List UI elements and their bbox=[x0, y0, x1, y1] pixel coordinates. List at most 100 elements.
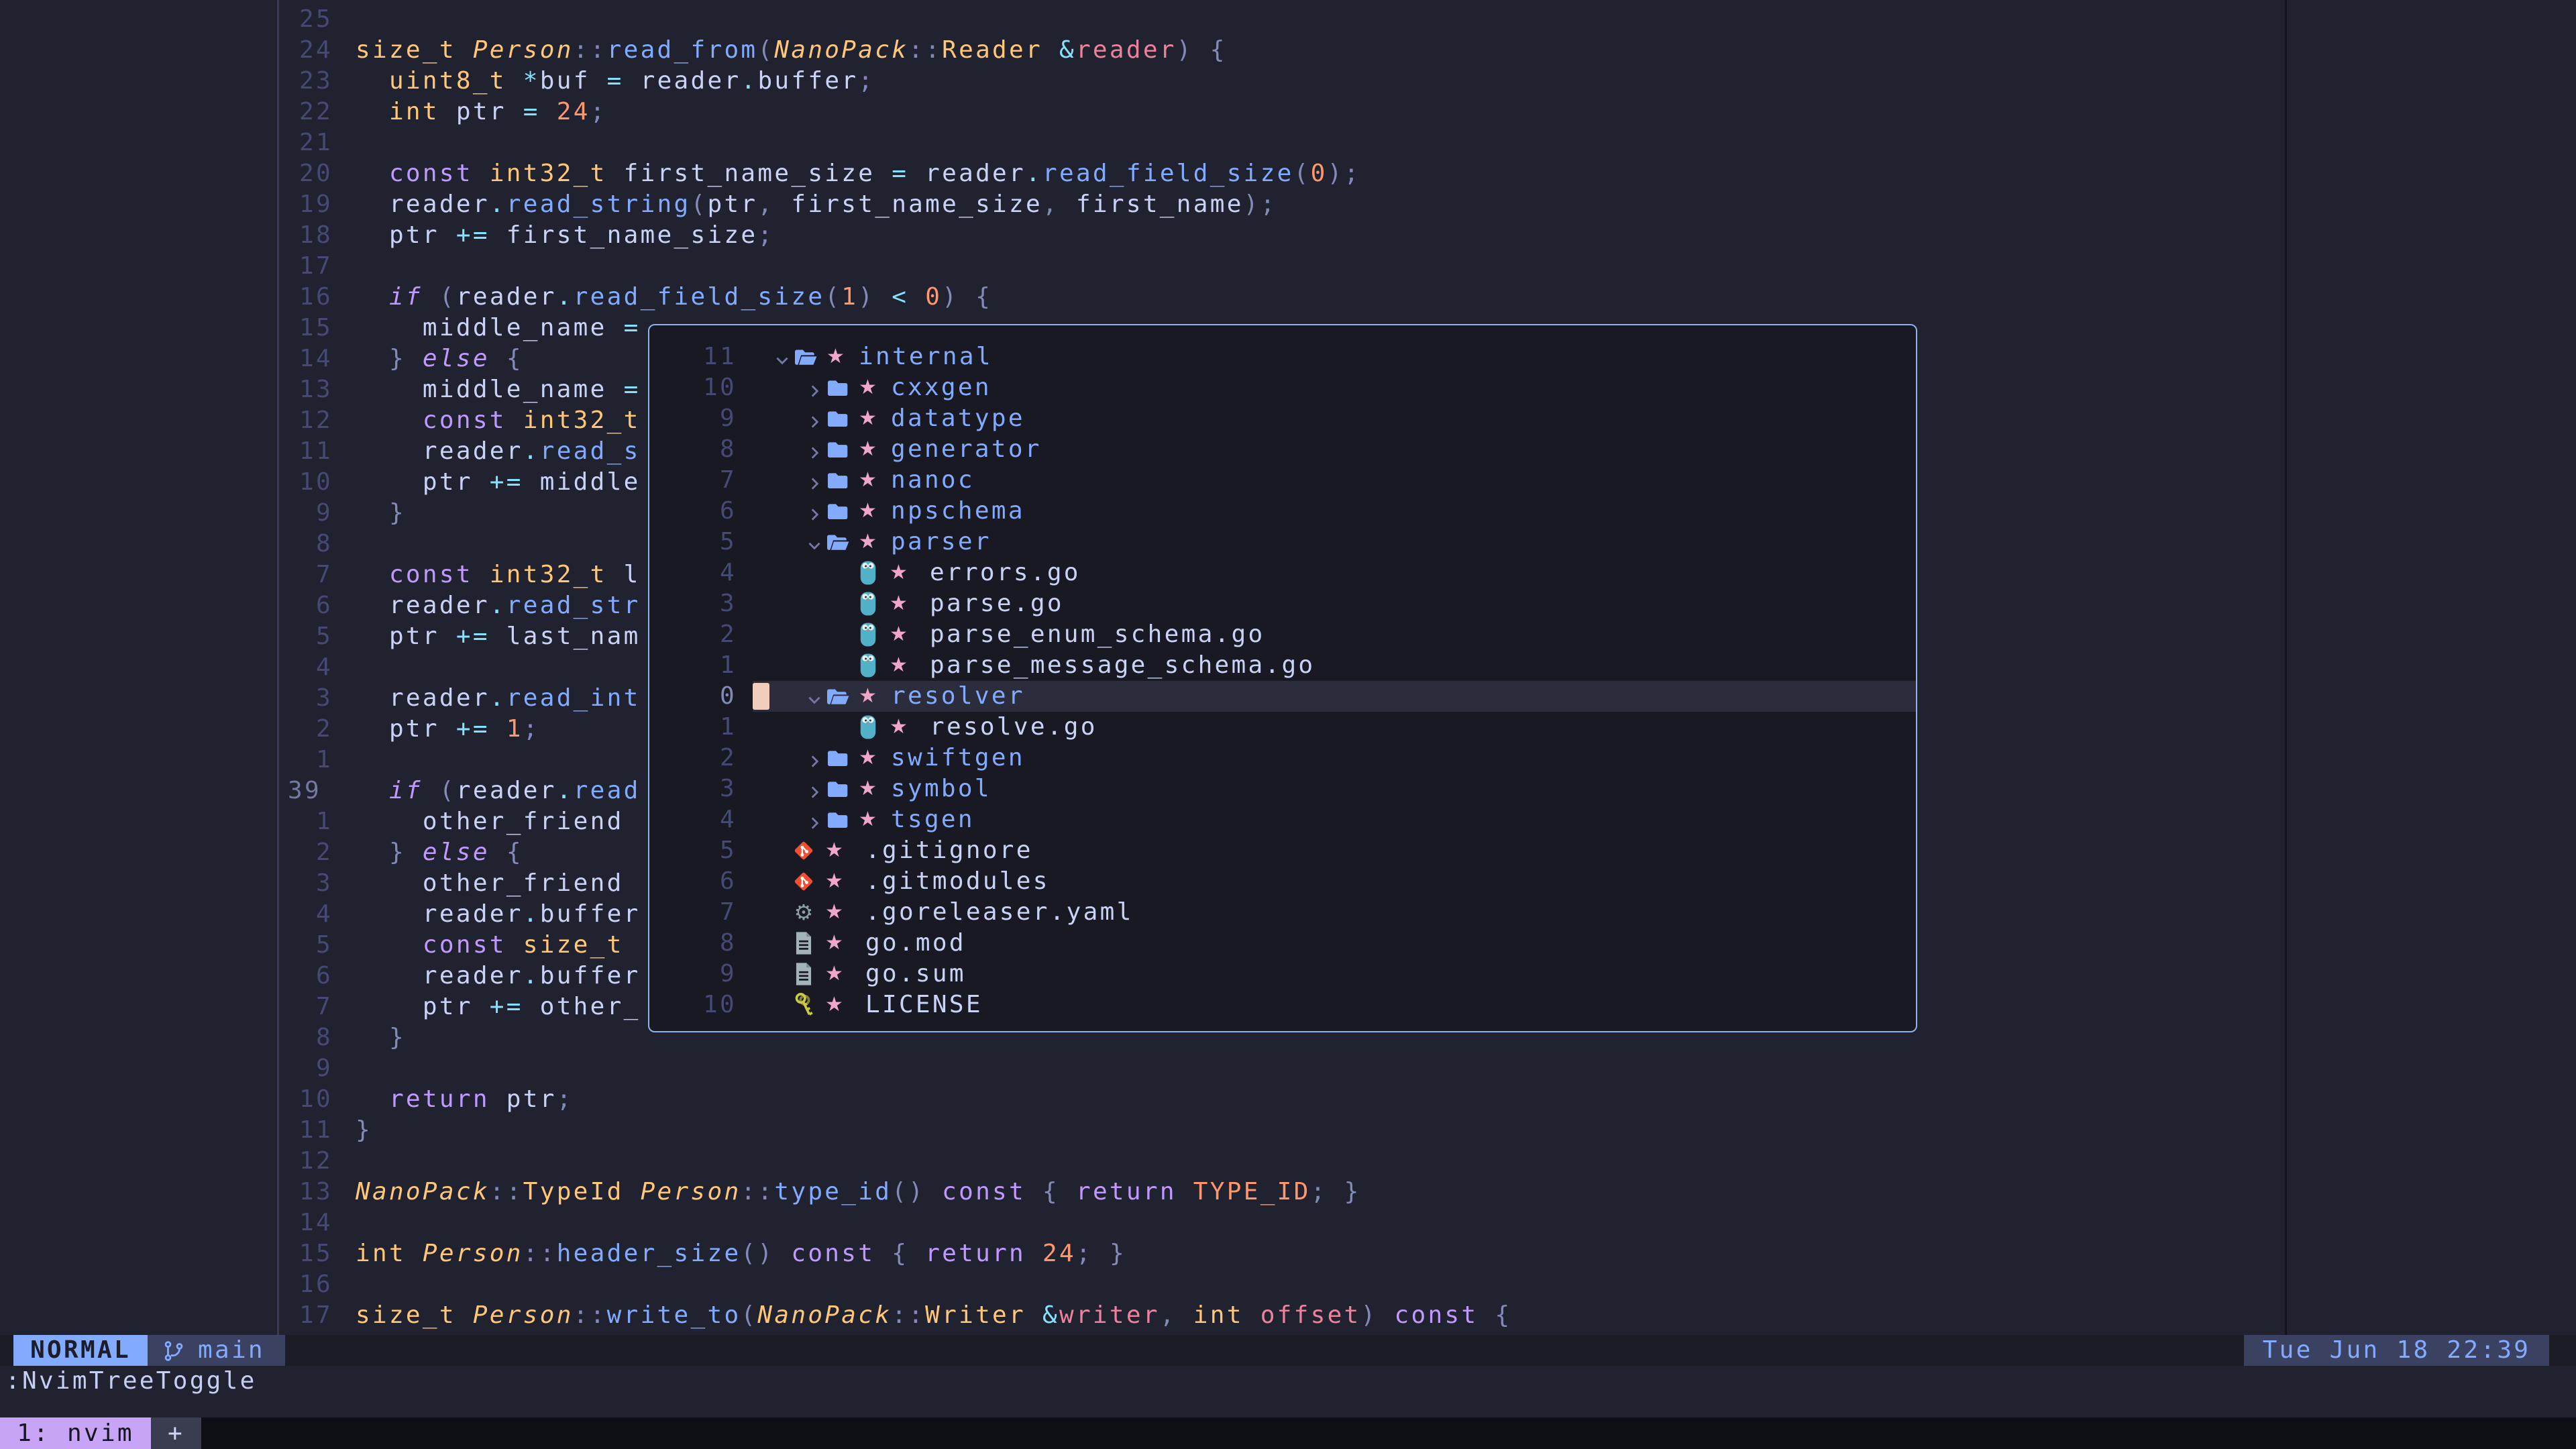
code-line[interactable]: 3 other_friend bbox=[279, 868, 2285, 899]
code-line[interactable]: 11 reader.read_s bbox=[279, 436, 2285, 467]
code-line[interactable]: 1 other_friend bbox=[279, 806, 2285, 837]
tree-item-.goreleaser.yaml[interactable]: 7 ⚙ ★ .goreleaser.yaml bbox=[649, 897, 1916, 928]
tmux-status-bar: 1: nvim + bbox=[0, 1417, 2576, 1449]
tree-item-parse_enum_schema.go[interactable]: 2 ★ parse_enum_schema.go bbox=[649, 619, 1916, 650]
line-number: 6 bbox=[316, 962, 333, 989]
command-line[interactable]: :NvimTreeToggle bbox=[5, 1367, 257, 1395]
code-text: reader.read_s bbox=[356, 437, 641, 465]
folder-icon bbox=[828, 812, 848, 828]
code-line[interactable]: 9 bbox=[279, 1053, 2285, 1084]
code-line[interactable]: 19 reader.read_string(ptr, first_name_si… bbox=[279, 189, 2285, 220]
code-line[interactable]: 25 bbox=[279, 4, 2285, 35]
code-line[interactable]: 7 const int32_t l bbox=[279, 559, 2285, 590]
code-line[interactable]: 2 } else { bbox=[279, 837, 2285, 868]
tmux-plus-tab[interactable]: + bbox=[151, 1417, 201, 1449]
code-line[interactable]: 16 bbox=[279, 1269, 2285, 1300]
code-line[interactable]: 21 bbox=[279, 127, 2285, 158]
code-line[interactable]: 9 } bbox=[279, 498, 2285, 529]
tree-line-number: 2 bbox=[720, 744, 737, 771]
tree-item-generator[interactable]: 8 ★ generator bbox=[649, 434, 1916, 465]
tree-item-parse_message_schema.go[interactable]: 1 ★ parse_message_schema.go bbox=[649, 650, 1916, 681]
line-number: 14 bbox=[299, 1209, 333, 1236]
code-line[interactable]: 1 bbox=[279, 745, 2285, 775]
tree-item-npschema[interactable]: 6 ★ npschema bbox=[649, 496, 1916, 527]
code-line[interactable]: 18 ptr += first_name_size; bbox=[279, 220, 2285, 251]
tree-item-datatype[interactable]: 9 ★ datatype bbox=[649, 403, 1916, 434]
code-text: other_friend bbox=[356, 869, 624, 897]
code-line[interactable]: 6 reader.read_str bbox=[279, 590, 2285, 621]
tree-item-internal[interactable]: 11 ★ internal bbox=[649, 341, 1916, 372]
line-number: 25 bbox=[299, 5, 333, 33]
code-line[interactable]: 10 return ptr; bbox=[279, 1084, 2285, 1115]
code-line[interactable]: 5 const size_t bbox=[279, 930, 2285, 961]
code-line[interactable]: 8 } bbox=[279, 1022, 2285, 1053]
tree-item-.gitignore[interactable]: 5 ★ .gitignore bbox=[649, 835, 1916, 866]
code-line[interactable]: 39 if (reader.read bbox=[279, 775, 2285, 806]
code-line[interactable]: 16 if (reader.read_field_size(1) < 0) { bbox=[279, 282, 2285, 313]
tree-item-symbol[interactable]: 3 ★ symbol bbox=[649, 773, 1916, 804]
line-number: 2 bbox=[316, 839, 333, 866]
code-line[interactable]: 3 reader.read_int bbox=[279, 683, 2285, 714]
code-line[interactable]: 11} bbox=[279, 1115, 2285, 1146]
code-line[interactable]: 23 uint8_t *buf = reader.buffer; bbox=[279, 66, 2285, 97]
code-text: reader.buffer bbox=[356, 900, 641, 928]
tree-item-parse.go[interactable]: 3 ★ parse.go bbox=[649, 588, 1916, 619]
tmux-window-tab[interactable]: 1: nvim bbox=[0, 1417, 151, 1449]
code-line[interactable]: 2 ptr += 1; bbox=[279, 714, 2285, 745]
git-file-icon bbox=[794, 872, 813, 891]
nvimtree-float-window[interactable]: 11 ★ internal 10 ★ cxxgen 9 ★ datatype 8 ★ generato… bbox=[648, 324, 1917, 1032]
tree-item-resolver[interactable]: 0 ★ resolver bbox=[649, 681, 1916, 712]
code-line[interactable]: 6 reader.buffer bbox=[279, 961, 2285, 991]
code-line[interactable]: 12 const int32_t bbox=[279, 405, 2285, 436]
code-text: int ptr = 24; bbox=[388, 98, 607, 125]
code-line[interactable]: 4 bbox=[279, 652, 2285, 683]
code-line[interactable]: 14 } else { bbox=[279, 343, 2285, 374]
tree-item-.gitmodules[interactable]: 6 ★ .gitmodules bbox=[649, 866, 1916, 897]
tree-item-errors.go[interactable]: 4 ★ errors.go bbox=[649, 557, 1916, 588]
tree-item-label: parser bbox=[891, 528, 991, 555]
bookmark-star-icon: ★ bbox=[825, 900, 843, 924]
tree-item-tsgen[interactable]: 4 ★ tsgen bbox=[649, 804, 1916, 835]
tree-item-label: parse.go bbox=[930, 590, 1064, 617]
code-line[interactable]: 22 int ptr = 24; bbox=[279, 97, 2285, 127]
tree-item-label: .gitmodules bbox=[865, 867, 1050, 895]
code-line[interactable]: 5 ptr += last_nam bbox=[279, 621, 2285, 652]
code-line[interactable]: 4 reader.buffer bbox=[279, 899, 2285, 930]
code-line[interactable]: 17 bbox=[279, 251, 2285, 282]
tree-line-number: 6 bbox=[720, 867, 737, 895]
code-line[interactable]: 7 ptr += other_ bbox=[279, 991, 2285, 1022]
tree-line-number: 10 bbox=[703, 991, 737, 1018]
tree-item-parser[interactable]: 5 ★ parser bbox=[649, 527, 1916, 557]
tree-item-LICENSE[interactable]: 10 ★ LICENSE bbox=[649, 989, 1916, 1020]
code-text: const size_t bbox=[422, 931, 624, 959]
tree-item-label: internal bbox=[859, 343, 993, 370]
tree-item-go.sum[interactable]: 9 ★ go.sum bbox=[649, 959, 1916, 989]
code-line[interactable]: 14 bbox=[279, 1208, 2285, 1238]
tree-line-number: 3 bbox=[720, 590, 737, 617]
code-text: ptr += first_name_size; bbox=[356, 221, 775, 249]
code-text: } bbox=[388, 1024, 406, 1051]
code-line[interactable]: 10 ptr += middle bbox=[279, 467, 2285, 498]
code-line[interactable]: 20 const int32_t first_name_size = reade… bbox=[279, 158, 2285, 189]
code-line[interactable]: 15 middle_name = bbox=[279, 313, 2285, 343]
code-line[interactable]: 24 size_t Person::read_from(NanoPack::Rea… bbox=[279, 35, 2285, 66]
line-number: 12 bbox=[299, 1147, 333, 1175]
code-line[interactable]: 8 bbox=[279, 529, 2285, 559]
code-line[interactable]: 12 bbox=[279, 1146, 2285, 1177]
tree-item-nanoc[interactable]: 7 ★ nanoc bbox=[649, 465, 1916, 496]
key-icon bbox=[795, 993, 813, 1016]
tree-line-number: 6 bbox=[720, 497, 737, 525]
code-line[interactable]: 13 middle_name = bbox=[279, 374, 2285, 405]
code-line[interactable]: 17 size_t Person::write_to(NanoPack::Writ… bbox=[279, 1300, 2285, 1331]
tree-item-go.mod[interactable]: 8 ★ go.mod bbox=[649, 928, 1916, 959]
tree-item-cxxgen[interactable]: 10 ★ cxxgen bbox=[649, 372, 1916, 403]
tree-item-swiftgen[interactable]: 2 ★ swiftgen bbox=[649, 743, 1916, 773]
tree-line-number: 3 bbox=[720, 775, 737, 802]
code-line[interactable]: 15 int Person::header_size() const { retu… bbox=[279, 1238, 2285, 1269]
bookmark-star-icon: ★ bbox=[859, 777, 877, 800]
tree-item-label: resolver bbox=[891, 682, 1025, 710]
chevron-down-icon bbox=[808, 696, 820, 704]
code-line[interactable]: 13 NanoPack::TypeId Person::type_id() con… bbox=[279, 1177, 2285, 1208]
tree-item-resolve.go[interactable]: 1 ★ resolve.go bbox=[649, 712, 1916, 743]
